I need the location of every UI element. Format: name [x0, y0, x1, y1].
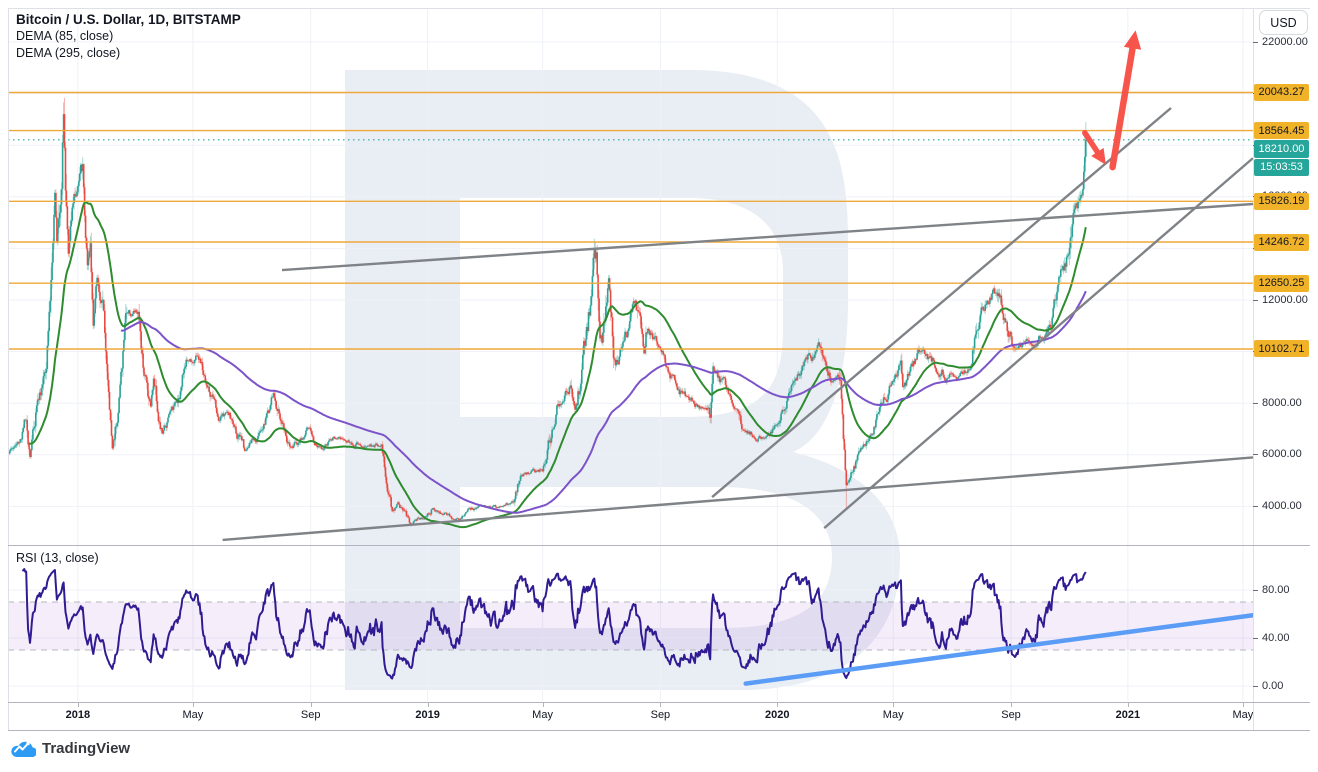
price-tick-dash	[1253, 454, 1258, 456]
time-tick-label: 2021	[1115, 709, 1141, 721]
time-tick-label: May	[532, 709, 553, 721]
price-level-badge: 18564.45	[1254, 122, 1309, 140]
price-level-badge: 20043.27	[1254, 83, 1309, 101]
tradingview-logo[interactable]: TradingView	[10, 737, 130, 759]
trendline-steep-channel-1[interactable]	[711, 107, 1172, 499]
time-tick-mark	[192, 703, 194, 707]
indicator-legend-dema-85[interactable]: DEMA (85, close)	[16, 29, 114, 43]
price-level-badge: 12650.25	[1254, 274, 1309, 292]
price-grid-label: 6000.00	[1262, 448, 1302, 461]
last-price-badge: 18210.00	[1254, 139, 1309, 158]
currency-toggle-button[interactable]: USD	[1259, 10, 1308, 35]
rsi-tick-dash	[1253, 589, 1258, 591]
price-axis[interactable]: 22000.0020000.0018000.0016000.0014000.00…	[1253, 0, 1318, 730]
price-grid-label: 4000.00	[1262, 499, 1302, 512]
timeaxis-border-bottom	[8, 730, 1310, 731]
time-tick-label: Sep	[300, 709, 321, 721]
time-tick-mark	[427, 703, 429, 707]
time-tick-label: 2020	[765, 709, 790, 721]
arrow-shaft[interactable]	[1109, 37, 1138, 171]
time-tick-mark	[777, 703, 779, 707]
time-tick-label: May	[1232, 709, 1253, 721]
time-tick-mark	[1127, 703, 1129, 707]
symbol-title[interactable]: Bitcoin / U.S. Dollar, 1D, BITSTAMP	[16, 12, 241, 27]
time-tick-mark	[1011, 703, 1013, 707]
axis-divider	[1253, 8, 1254, 730]
bitstamp-watermark	[345, 70, 900, 690]
time-tick-label: Sep	[1001, 709, 1021, 721]
time-tick-label: 2019	[415, 709, 440, 721]
rsi-grid-label: 0.00	[1262, 679, 1284, 692]
price-grid-label: 22000.00	[1262, 35, 1308, 48]
time-tick-label: 2018	[65, 709, 91, 721]
trendline-steep-channel-2[interactable]	[823, 157, 1253, 530]
price-grid-label: 8000.00	[1262, 396, 1302, 409]
bar-countdown-badge: 15:03:53	[1254, 158, 1309, 176]
time-tick-mark	[77, 703, 79, 707]
rsi-grid-label: 80.00	[1262, 583, 1290, 596]
grid-lines	[8, 9, 1253, 701]
frame-top	[8, 8, 1310, 9]
time-tick-label: May	[882, 709, 904, 721]
rsi-tick-dash	[1253, 637, 1258, 639]
dema-295-line	[120, 290, 1087, 514]
timeaxis-border-top	[8, 702, 1310, 703]
time-tick-mark	[542, 703, 544, 707]
arrow-head	[1091, 147, 1106, 165]
price-tick-dash	[1253, 505, 1258, 507]
time-tick-mark	[893, 703, 895, 707]
rsi-grid-label: 40.00	[1262, 631, 1290, 644]
price-tick-dash	[1253, 402, 1258, 404]
tradingview-brand-text: TradingView	[42, 739, 131, 757]
rsi-trendline-blue[interactable]	[743, 612, 1253, 686]
time-tick-mark	[310, 703, 312, 707]
rsi-tick-dash	[1253, 685, 1258, 687]
rsi-pane-legend[interactable]: RSI (13, close)	[16, 551, 99, 565]
arrow-head	[1123, 30, 1142, 50]
price-level-badge: 14246.72	[1254, 233, 1309, 251]
time-tick-mark	[1242, 703, 1244, 707]
time-tick-label: May	[182, 709, 204, 721]
trendline-lower-channel[interactable]	[222, 456, 1253, 542]
indicator-legend-dema-295[interactable]: DEMA (295, close)	[16, 46, 121, 60]
tradingview-cloud-icon	[11, 741, 36, 758]
trendline-upper-channel[interactable]	[281, 202, 1253, 272]
pane-separator[interactable]	[8, 545, 1310, 546]
price-level-badge: 15826.19	[1254, 192, 1309, 210]
price-level-badge: 10102.71	[1254, 340, 1309, 358]
dema-85-line	[28, 201, 1087, 529]
time-tick-mark	[660, 703, 662, 707]
price-grid-label: 12000.00	[1262, 293, 1308, 306]
frame-left	[8, 8, 9, 730]
time-axis[interactable]: 2018 May Sep 2019 May Sep 2020 May Sep 2021 May	[8, 703, 1253, 729]
rsi-line	[21, 568, 1087, 680]
price-tick-dash	[1253, 41, 1258, 43]
chart-legend: Bitcoin / U.S. Dollar, 1D, BITSTAMP DEMA…	[16, 11, 241, 62]
candlestick-series	[8, 97, 1087, 527]
price-tick-dash	[1253, 299, 1258, 301]
time-tick-label: Sep	[650, 709, 671, 721]
